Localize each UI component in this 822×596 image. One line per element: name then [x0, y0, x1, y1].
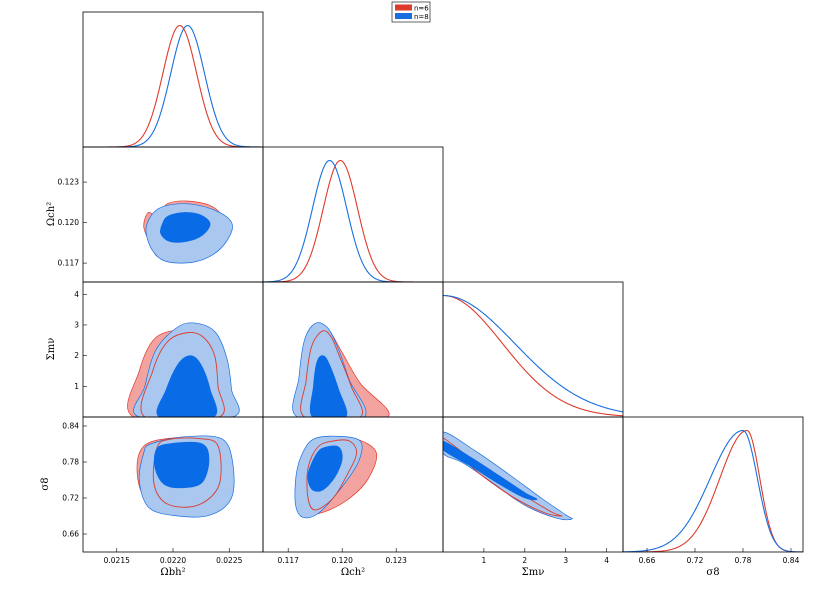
- x-tick-label-ombh2: 0.0220: [160, 556, 186, 565]
- contour-panel-omch2-mnu: [292, 322, 390, 417]
- marginal-ombh2: [83, 24, 263, 147]
- panel-frame: [82, 11, 264, 148]
- contour-n8-95: [443, 431, 573, 521]
- x-label-sigma8: σ8: [706, 567, 719, 578]
- panels: 0.66 0.72 0.78 0.84 0.117 0.120 0.123 1 2 3 4 0.021…: [58, 11, 804, 565]
- contour-n6-68: [306, 439, 358, 511]
- contour-n8-68: [443, 440, 538, 501]
- marginal-curve-n=8: [623, 429, 803, 552]
- panel-frame: [442, 281, 624, 418]
- x-tick-label-omch2: 0.120: [331, 556, 353, 565]
- y-tick-label-mnu: 4: [74, 290, 79, 299]
- x-tick-label-sigma8: 0.72: [687, 556, 704, 565]
- y-label-sigma8: σ8: [40, 477, 51, 490]
- y-tick-label-mnu: 3: [74, 320, 79, 329]
- y-label-mnu: Σmν: [46, 338, 57, 361]
- marginal-curve-n=6: [263, 159, 443, 282]
- x-tick-label-mnu: 1: [482, 556, 487, 565]
- contour-n8-68: [153, 441, 210, 489]
- x-tick-label-mnu: 4: [604, 556, 609, 565]
- x-label-mnu: Σmν: [522, 567, 545, 578]
- contour-panel-ombh2-mnu: [127, 322, 240, 417]
- y-tick-label-omch2: 0.117: [58, 259, 80, 268]
- x-tick-label-omch2: 0.123: [385, 556, 407, 565]
- x-tick-label-ombh2: 0.0215: [104, 556, 130, 565]
- contour-panel-ombh2-sigma8: [136, 435, 235, 518]
- y-tick-label-sigma8: 0.72: [62, 494, 79, 503]
- x-tick-label-mnu: 2: [522, 556, 527, 565]
- legend: n=6 n=8: [391, 1, 431, 23]
- marginal-mnu: [443, 294, 623, 417]
- x-tick-label-omch2: 0.117: [277, 556, 299, 565]
- y-tick-label-sigma8: 0.84: [62, 422, 79, 431]
- axis-labels: Ωbh² Ωch² Σmν σ8 Ωch² Σmν σ8: [40, 202, 720, 578]
- contour-panel-mnu-sigma8: [443, 431, 573, 521]
- y-tick-label-omch2: 0.120: [58, 218, 80, 227]
- marginal-curve-n=8: [443, 294, 623, 413]
- marginal-curve-n=8: [263, 159, 443, 282]
- y-tick-label-sigma8: 0.66: [62, 530, 79, 539]
- x-tick-label-sigma8: 0.66: [639, 556, 656, 565]
- contour-panel-omch2-sigma8: [294, 435, 378, 519]
- panel-frame: [442, 416, 624, 553]
- x-tick-label-mnu: 3: [563, 556, 568, 565]
- x-label-omch2: Ωch²: [341, 567, 365, 578]
- panel-frame: [622, 416, 804, 553]
- marginal-omch2: [263, 159, 443, 282]
- marginal-curve-n=6: [443, 294, 623, 417]
- contour-n8-68: [160, 212, 211, 243]
- legend-swatch-n8: [395, 13, 412, 19]
- contour-n6-68: [300, 330, 363, 417]
- x-label-ombh2: Ωbh²: [160, 567, 185, 578]
- panel-frame: [262, 146, 444, 283]
- legend-label-n6: n=6: [414, 5, 429, 13]
- y-tick-label-mnu: 2: [74, 351, 79, 360]
- contour-n8-68: [156, 355, 218, 417]
- contour-n8-68: [307, 445, 343, 492]
- marginal-curve-n=8: [83, 24, 263, 147]
- marginal-curve-n=6: [623, 429, 803, 552]
- contour-n6-68: [140, 331, 225, 417]
- legend-swatch-n6: [395, 4, 412, 11]
- x-tick-label-ombh2: 0.0225: [216, 556, 242, 565]
- legend-label-n8: n=8: [414, 13, 429, 21]
- y-tick-label-sigma8: 0.78: [62, 458, 79, 467]
- x-tick-label-sigma8: 0.84: [783, 556, 800, 565]
- contour-n8-68: [309, 355, 348, 417]
- marginal-curve-n=6: [83, 24, 263, 147]
- y-tick-label-mnu: 1: [74, 382, 79, 391]
- y-label-omch2: Ωch²: [46, 202, 57, 226]
- x-tick-label-sigma8: 0.78: [735, 556, 752, 565]
- marginal-sigma8: [623, 429, 803, 552]
- y-tick-label-omch2: 0.123: [58, 178, 80, 187]
- contour-panel-ombh2-omch2: [143, 200, 233, 264]
